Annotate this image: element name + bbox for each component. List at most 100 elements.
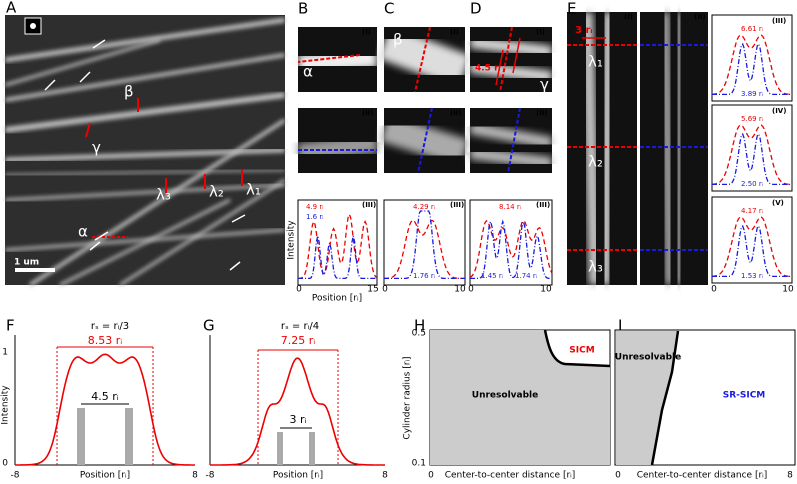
marker: α xyxy=(78,223,88,241)
axis-label: Position [rᵢ] xyxy=(80,471,130,481)
value-label: 3 rᵢ xyxy=(575,25,593,36)
fibril xyxy=(599,11,615,286)
value-label: 4.5 rᵢ xyxy=(91,390,119,403)
tick-label: 0 xyxy=(711,285,717,295)
marker: λ₃ xyxy=(156,186,171,204)
scale-label: 1 um xyxy=(14,258,39,268)
value-label: 8.53 rᵢ xyxy=(88,334,123,347)
plot-frame xyxy=(469,199,553,286)
subtitle: rₛ = rᵢ/3 xyxy=(91,321,129,332)
line xyxy=(231,214,246,223)
region xyxy=(430,330,610,465)
plot-frame xyxy=(614,329,796,466)
bar xyxy=(277,432,283,465)
tag: (II) xyxy=(536,109,548,117)
profile xyxy=(712,224,792,278)
tick-label: -8 xyxy=(206,471,215,481)
tick-label: 8 xyxy=(382,471,388,481)
profile xyxy=(711,34,793,96)
panel-label: B xyxy=(298,0,308,18)
plot-frame xyxy=(297,199,378,286)
marker: λ₁ xyxy=(246,181,261,199)
tick-label: 10 xyxy=(454,285,466,295)
subtitle: rₛ = rᵢ/4 xyxy=(281,321,319,332)
tick-label: 0 xyxy=(615,471,621,481)
fibril xyxy=(296,133,379,163)
plot-frame xyxy=(711,14,793,102)
tick-label: -8 xyxy=(11,471,20,481)
line xyxy=(85,122,91,138)
value-label: 8.14 rᵢ xyxy=(499,203,521,211)
axis-label: Cylinder radius [rᵢ] xyxy=(403,356,413,439)
value-label: 1.76 rᵢ xyxy=(413,272,435,280)
panel-label: H xyxy=(414,317,425,335)
plot-frame xyxy=(711,196,793,284)
panel-label: I xyxy=(618,317,622,335)
line xyxy=(414,26,431,93)
value-label: 1.45 rᵢ xyxy=(481,272,503,280)
marker: λ₁ xyxy=(588,53,603,71)
fibril xyxy=(59,198,231,287)
profile xyxy=(712,42,792,96)
fibril xyxy=(4,38,161,87)
fibril xyxy=(468,122,554,149)
value-label: 3.89 rᵢ xyxy=(741,90,763,98)
tick-label: 0 xyxy=(2,459,8,469)
value-label: 5.69 rᵢ xyxy=(741,115,763,123)
axis-label: Intensity xyxy=(287,220,297,260)
tag: (III) xyxy=(362,201,376,209)
tick-label: 0 xyxy=(296,285,302,295)
profile xyxy=(384,210,465,280)
tag: (V) xyxy=(772,199,784,207)
line xyxy=(89,241,101,251)
line xyxy=(499,26,513,93)
tag: (II) xyxy=(694,13,706,21)
axis-label: Center-to-center distance [rᵢ] xyxy=(637,471,768,481)
fibril xyxy=(674,11,684,286)
region-label: SICM xyxy=(569,346,594,356)
fibril xyxy=(4,169,286,176)
region-label: Unresolvable xyxy=(615,353,681,363)
panel-label: E xyxy=(567,0,576,18)
value-label: 1.6 rᵢ xyxy=(306,213,324,221)
boundary xyxy=(543,329,611,368)
plot-frame xyxy=(711,104,793,192)
marker: β xyxy=(124,83,134,101)
profile xyxy=(470,219,552,280)
tick-label: 0.5 xyxy=(412,329,426,339)
tag: (II) xyxy=(362,109,374,117)
marker: γ xyxy=(92,139,101,157)
tick-label: 1 xyxy=(2,348,8,358)
profile xyxy=(384,219,465,280)
panel-label: C xyxy=(384,0,394,18)
fibril xyxy=(4,17,286,63)
tick-label: 0 xyxy=(428,471,434,481)
panel-label: A xyxy=(6,0,17,17)
line xyxy=(495,49,504,86)
line xyxy=(417,107,433,174)
value-label: 2.50 rᵢ xyxy=(741,180,763,188)
marker: β xyxy=(393,31,403,49)
profile xyxy=(298,235,377,280)
axis-label: Position [rᵢ] xyxy=(312,294,362,304)
tick-label: 10 xyxy=(782,285,794,295)
value-label: 7.25 rᵢ xyxy=(281,334,316,347)
panel-label: D xyxy=(470,0,482,18)
profile xyxy=(298,212,378,280)
fibril xyxy=(28,118,287,287)
fibril xyxy=(660,11,675,286)
value-label: 1.53 rᵢ xyxy=(741,272,763,280)
fibril xyxy=(377,25,472,89)
inset-spot xyxy=(30,23,36,29)
fibril xyxy=(581,11,601,286)
tick-label: 0 xyxy=(468,285,474,295)
axis-label: Intensity xyxy=(1,385,11,425)
profile xyxy=(210,357,385,466)
tag: (I) xyxy=(536,28,545,36)
fibril xyxy=(4,53,286,102)
tag: (I) xyxy=(362,28,371,36)
line xyxy=(94,231,109,241)
line xyxy=(79,71,91,83)
profile xyxy=(712,132,792,186)
